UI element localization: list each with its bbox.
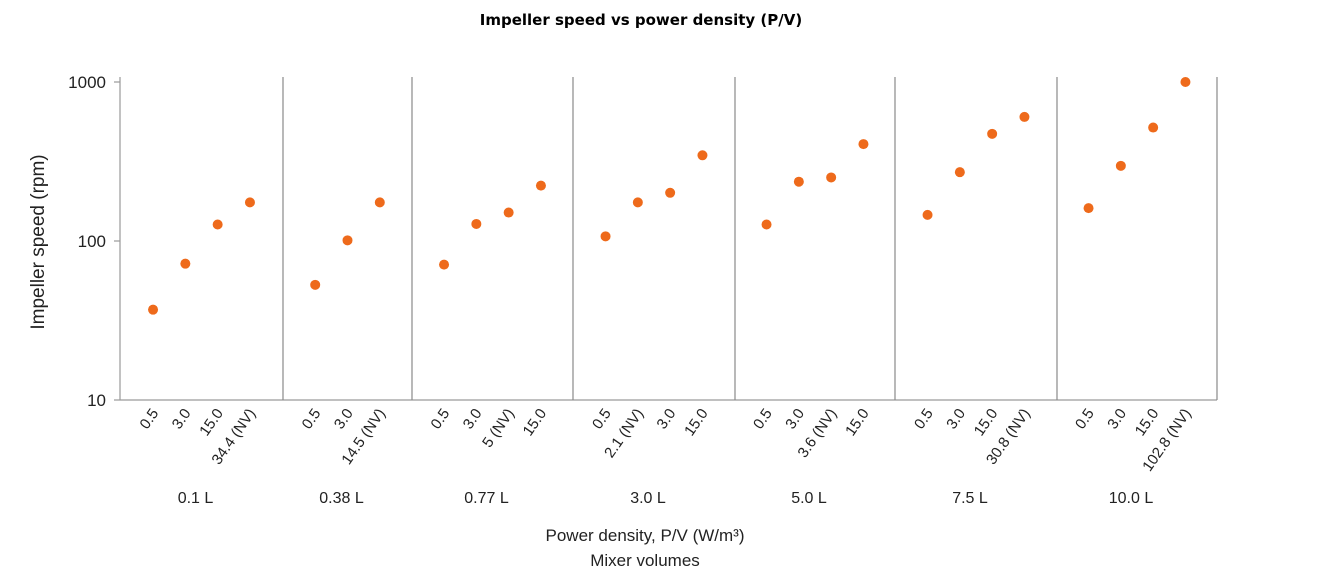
data-points [148,77,1191,315]
data-point [665,187,676,198]
x-tick-label: 3.0 [1104,406,1130,433]
data-point [1019,111,1030,122]
x-tick-label: 15.0 [1132,406,1163,440]
data-point [374,197,385,208]
data-point [1148,122,1159,133]
data-point [954,167,965,178]
data-point [987,128,998,139]
axes [114,77,1218,401]
x-axis-label: Power density, P/V (W/m³) [546,526,745,545]
mixer-volume-label: 5.0 L [791,490,827,507]
data-point [342,235,353,246]
x-tick-label: 3.0 [943,406,969,433]
mixer-volume-label: 0.1 L [178,490,214,507]
data-point [244,197,255,208]
chart-title: Impeller speed vs power density (P/V) [480,11,802,29]
data-point [310,279,321,290]
y-axis-label: Impeller speed (rpm) [28,154,49,329]
data-point [761,219,772,230]
x-tick-label: 15.0 [196,406,227,440]
x-tick-label: 0.5 [911,406,937,433]
x-tick-label: 0.5 [589,406,615,433]
x-tick-label: 15.0 [520,406,551,440]
x-tick-label: 3.0 [460,406,486,433]
data-point [600,231,611,242]
x-tick-label: 0.5 [427,406,453,433]
data-point [471,218,482,229]
mixer-volume-label: 3.0 L [630,490,666,507]
data-point [922,209,933,220]
x-tick-label: 15.0 [971,406,1002,440]
x-tick-label: 3.0 [169,406,195,433]
x-tick-label: 3.0 [331,406,357,433]
data-point [858,139,869,150]
x-tick-label: 0.5 [299,406,325,433]
x-tick-label: 3.0 [782,406,808,433]
data-point [1083,203,1094,214]
data-point [1115,160,1126,171]
mixer-volume-label: 10.0 L [1109,490,1154,507]
data-point [180,258,191,269]
x-tick-label: 15.0 [842,406,873,440]
data-point [212,219,223,230]
data-point [632,197,643,208]
mixer-volume-label: 0.38 L [319,490,364,507]
x-tick-label: 0.5 [136,406,162,433]
data-point [503,207,514,218]
data-point [535,180,546,191]
y-tick-label: 1000 [68,73,106,92]
x-axis-secondary-label: Mixer volumes [590,551,700,570]
x-tick-label: 5 (NV) [479,406,518,451]
y-tick-label: 100 [78,232,106,251]
data-point [793,176,804,187]
data-point [697,150,708,161]
mixer-volume-label: 0.77 L [464,490,509,507]
data-point [439,259,450,270]
x-tick-label: 15.0 [681,406,712,440]
x-tick-label: 0.5 [750,406,776,433]
x-tick-label: 0.5 [1072,406,1098,433]
y-tick-label: 10 [87,391,106,410]
data-point [148,304,159,315]
data-point [1180,77,1191,87]
mixer-volume-label: 7.5 L [952,490,988,507]
data-point [826,172,837,183]
x-tick-label: 3.0 [654,406,680,433]
